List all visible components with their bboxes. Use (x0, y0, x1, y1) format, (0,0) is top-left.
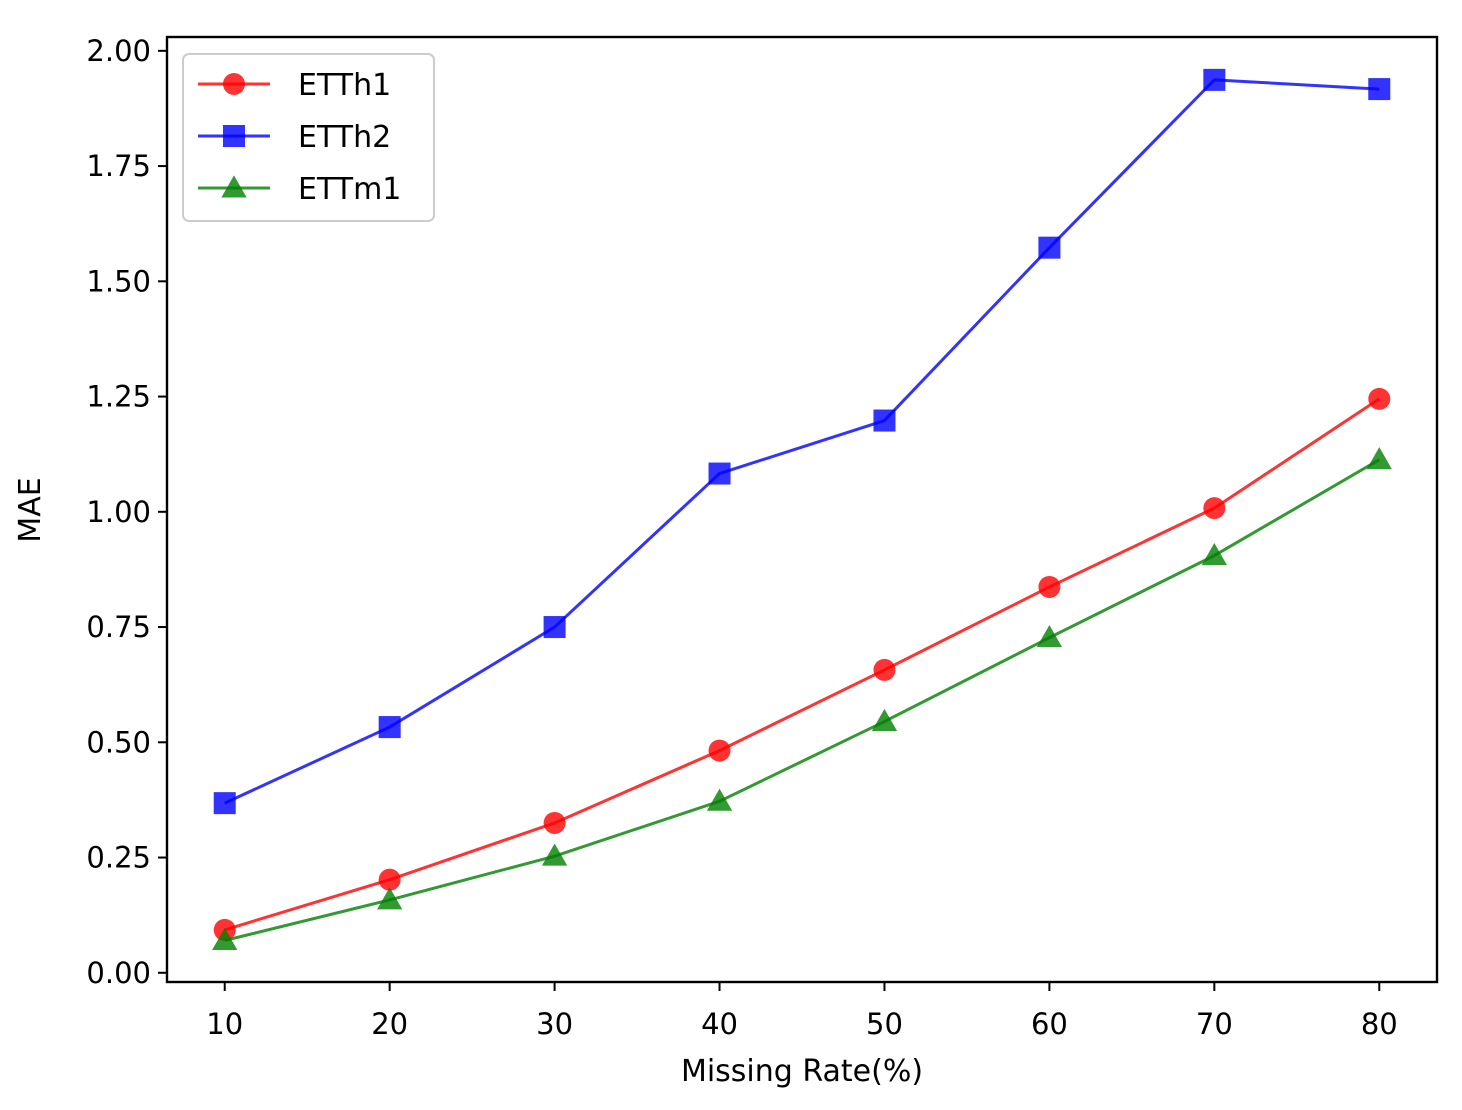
series-etth1 (213, 387, 1391, 941)
legend-marker-ettm1 (221, 175, 247, 198)
data-point-etth2 (708, 462, 731, 485)
y-tick-label: 0.50 (86, 725, 151, 759)
data-point-etth1 (873, 658, 896, 681)
x-tick-label: 10 (206, 1007, 243, 1041)
series-layer (212, 68, 1392, 950)
y-axis: 0.00 0.25 0.50 0.75 1.00 1.25 1.50 1.75 2.00 (86, 34, 167, 990)
legend-label-etth1: ETTh1 (298, 68, 391, 103)
y-tick-label: 0.00 (86, 956, 151, 990)
legend-items: ETTh1 ETTh2 ETTm1 (198, 68, 401, 207)
data-point-ettm1 (377, 887, 403, 910)
data-point-etth2 (1038, 236, 1061, 259)
data-point-etth1 (1368, 387, 1391, 410)
y-tick-label: 1.25 (86, 380, 151, 414)
y-axis-label: MAE (13, 477, 48, 542)
x-tick-label: 70 (1196, 1007, 1233, 1041)
plot-frame (165, 35, 1439, 984)
y-tick-label: 0.25 (86, 841, 151, 875)
x-tick-label: 20 (371, 1007, 408, 1041)
data-point-ettm1 (212, 927, 238, 950)
legend-item-etth2: ETTh2 (198, 120, 391, 155)
legend-label-etth2: ETTh2 (298, 120, 391, 155)
legend-frame (182, 53, 435, 222)
series-ettm1 (212, 447, 1392, 950)
legend-item-ettm1: ETTm1 (198, 172, 401, 207)
data-point-etth1 (543, 811, 566, 834)
x-tick-label: 50 (866, 1007, 903, 1041)
data-point-etth2 (378, 716, 401, 739)
legend-label-ettm1: ETTm1 (298, 172, 401, 207)
x-axis-label: Missing Rate(%) (681, 1054, 923, 1089)
data-point-etth1 (378, 868, 401, 891)
series-line-etth1 (224, 397, 1381, 932)
data-point-etth2 (1368, 78, 1391, 101)
data-point-etth2 (543, 616, 566, 639)
series-etth2 (213, 68, 1391, 815)
y-tick-label: 1.00 (86, 495, 151, 529)
series-line-ettm1 (224, 458, 1381, 942)
data-point-ettm1 (1036, 625, 1063, 648)
data-point-etth2 (873, 409, 896, 432)
data-point-ettm1 (541, 843, 568, 866)
y-tick-label: 2.00 (86, 34, 151, 68)
y-tick-label: 1.50 (86, 264, 151, 298)
data-point-ettm1 (706, 788, 733, 811)
x-tick-label: 80 (1361, 1007, 1398, 1041)
data-point-etth1 (1038, 575, 1061, 598)
data-point-etth1 (1203, 497, 1226, 520)
x-axis: 10 20 30 40 50 60 70 80 (206, 982, 1398, 1041)
data-point-etth2 (213, 792, 236, 815)
x-tick-label: 40 (701, 1007, 738, 1041)
legend-item-etth1: ETTh1 (198, 68, 391, 103)
data-point-etth2 (1203, 68, 1226, 91)
x-tick-label: 30 (536, 1007, 573, 1041)
legend-marker-etth2 (223, 125, 245, 147)
data-point-ettm1 (1366, 447, 1392, 470)
legend-marker-etth1 (223, 73, 245, 95)
y-tick-label: 0.75 (86, 610, 151, 644)
series-line-etth2 (224, 78, 1380, 805)
data-point-ettm1 (1201, 542, 1227, 566)
data-point-ettm1 (871, 708, 898, 732)
y-tick-label: 1.75 (86, 149, 151, 183)
x-tick-label: 60 (1031, 1007, 1068, 1041)
legend: ETTh1 ETTh2 ETTm1 (182, 53, 435, 222)
data-point-etth1 (708, 739, 731, 762)
